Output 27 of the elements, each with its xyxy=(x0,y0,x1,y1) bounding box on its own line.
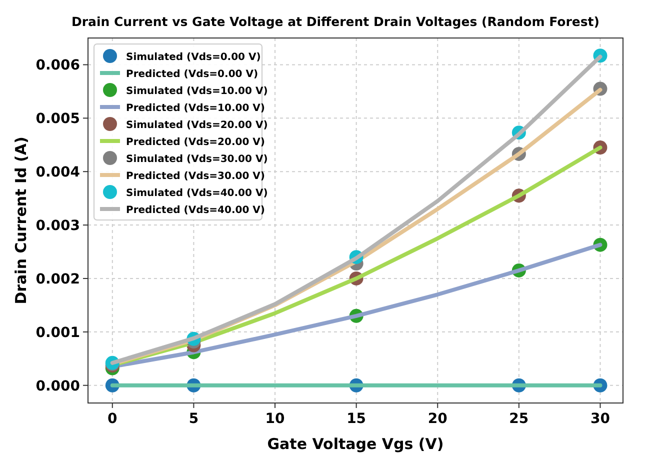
x-tick-label: 20 xyxy=(428,411,448,427)
legend-label: Simulated (Vds=0.00 V) xyxy=(126,52,261,63)
chart-title: Drain Current vs Gate Voltage at Different Drain Voltages (Random Forest) xyxy=(72,14,600,29)
y-axis-title: Drain Current Id (A) xyxy=(12,136,30,304)
legend-label: Predicted (Vds=30.00 V) xyxy=(126,171,265,182)
y-tick-label: 0.006 xyxy=(36,58,80,74)
y-tick-label: 0.001 xyxy=(36,324,80,341)
y-tick-label: 0.000 xyxy=(36,378,80,394)
legend-label: Simulated (Vds=10.00 V) xyxy=(126,86,268,97)
legend-label: Predicted (Vds=10.00 V) xyxy=(126,103,265,114)
legend-label: Simulated (Vds=30.00 V) xyxy=(126,154,268,165)
legend-label: Predicted (Vds=0.00 V) xyxy=(126,69,258,80)
legend-label: Simulated (Vds=20.00 V) xyxy=(126,120,268,131)
y-tick-label: 0.004 xyxy=(36,164,80,181)
y-tick-label: 0.003 xyxy=(36,218,80,234)
y-tick-label: 0.005 xyxy=(36,111,80,128)
legend-label: Simulated (Vds=40.00 V) xyxy=(126,188,268,199)
x-tick-label: 25 xyxy=(509,411,529,427)
legend-label: Predicted (Vds=20.00 V) xyxy=(126,137,265,148)
y-tick-label: 0.002 xyxy=(36,271,80,288)
x-tick-label: 0 xyxy=(108,411,118,427)
x-tick-label: 15 xyxy=(346,411,366,427)
x-tick-label: 5 xyxy=(188,411,199,427)
legend-label: Predicted (Vds=40.00 V) xyxy=(126,205,265,216)
x-tick-label: 10 xyxy=(265,411,286,427)
x-tick-label: 30 xyxy=(590,411,610,427)
x-axis-title: Gate Voltage Vgs (V) xyxy=(267,435,444,453)
